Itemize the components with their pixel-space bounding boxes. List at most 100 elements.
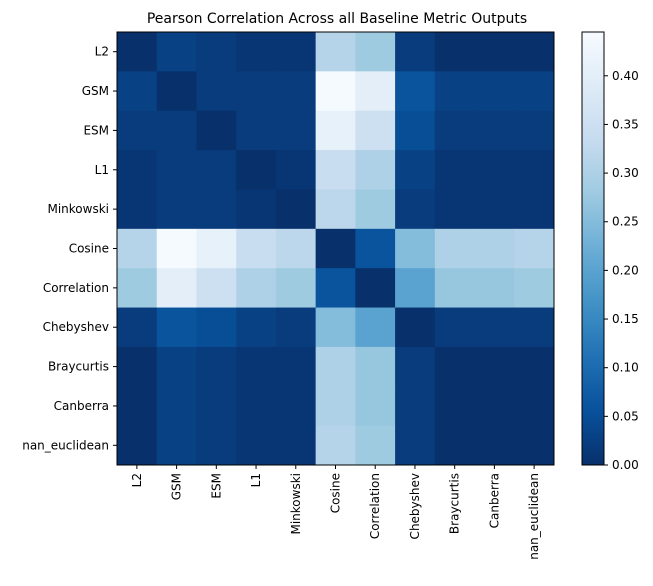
heatmap-cell [236, 189, 277, 230]
heatmap-cell [236, 268, 277, 309]
heatmap-cell [156, 228, 197, 269]
heatmap-cell [355, 307, 396, 348]
y-tick-label: L2 [95, 45, 109, 59]
x-tick-label: Chebyshev [408, 473, 422, 539]
heatmap-cell [434, 268, 476, 309]
colorbar-tick-label: 0.35 [612, 117, 639, 131]
heatmap-cell [355, 150, 396, 190]
x-tick-label: L1 [249, 473, 263, 487]
heatmap-cell [156, 268, 197, 309]
heatmap-cell [275, 268, 317, 309]
heatmap-cell [395, 189, 436, 230]
heatmap-cell [117, 189, 158, 230]
heatmap-cell [156, 110, 197, 151]
heatmap-cells [117, 32, 555, 466]
heatmap-cell [117, 307, 158, 348]
heatmap-cell [355, 228, 396, 269]
heatmap-cell [156, 150, 197, 190]
x-tick-label: Canberra [487, 473, 501, 528]
heatmap-cell [117, 71, 158, 112]
heatmap-cell [434, 228, 476, 269]
heatmap-cell [117, 32, 158, 72]
y-tick-label: L1 [95, 163, 109, 177]
heatmap-cell [395, 307, 436, 348]
heatmap-cell [315, 425, 356, 466]
heatmap-cell [236, 346, 277, 387]
heatmap-cell [315, 32, 356, 72]
heatmap-cell [474, 32, 515, 72]
y-axis: L2 GSM ESM L1 Minkowski Cosine Correlation Cheb… [22, 45, 117, 452]
heatmap-cell [434, 386, 476, 427]
x-tick-label: L2 [130, 473, 144, 487]
heatmap-cell [236, 425, 277, 466]
heatmap-cell [196, 268, 237, 309]
heatmap-cell [514, 150, 555, 190]
heatmap-cell [434, 189, 476, 230]
heatmap-cell [315, 110, 356, 151]
heatmap-cell [395, 386, 436, 427]
y-tick-label: Minkowski [47, 202, 109, 216]
heatmap-cell [434, 150, 476, 190]
heatmap-cell [236, 32, 277, 72]
heatmap-cell [236, 228, 277, 269]
heatmap-cell [514, 189, 555, 230]
heatmap-cell [315, 150, 356, 190]
x-tick-label: GSM [170, 473, 184, 500]
heatmap-cell [196, 32, 237, 72]
heatmap-cell [275, 346, 317, 387]
heatmap-cell [236, 150, 277, 190]
heatmap-cell [315, 346, 356, 387]
heatmap-cell [275, 307, 317, 348]
heatmap-cell [514, 425, 555, 466]
heatmap-cell [275, 386, 317, 427]
heatmap-cell [514, 110, 555, 151]
heatmap-cell [474, 110, 515, 151]
y-tick-label: GSM [82, 84, 109, 98]
colorbar-tick-label: 0.25 [612, 215, 639, 229]
heatmap-cell [275, 228, 317, 269]
x-tick-label: Correlation [368, 473, 382, 539]
colorbar-gradient [582, 32, 604, 465]
heatmap-cell [315, 189, 356, 230]
heatmap-cell [156, 71, 197, 112]
heatmap-cell [275, 71, 317, 112]
y-tick-label: Chebyshev [43, 320, 109, 334]
colorbar-tick-label: 0.40 [612, 69, 639, 83]
heatmap-cell [514, 228, 555, 269]
heatmap-cell [434, 110, 476, 151]
heatmap-cell [395, 32, 436, 72]
heatmap-cell [434, 425, 476, 466]
heatmap-cell [355, 386, 396, 427]
heatmap-cell [395, 425, 436, 466]
heatmap-cell [315, 268, 356, 309]
heatmap-cell [315, 228, 356, 269]
x-tick-label: ESM [209, 473, 223, 499]
heatmap-cell [395, 268, 436, 309]
heatmap-cell [236, 71, 277, 112]
y-tick-label: Canberra [54, 399, 109, 413]
heatmap-cell [196, 110, 237, 151]
heatmap-cell [196, 189, 237, 230]
x-tick-label: nan_euclidean [527, 473, 541, 560]
heatmap-cell [275, 189, 317, 230]
heatmap-cell [156, 346, 197, 387]
colorbar-frame [581, 31, 605, 466]
heatmap-cell [156, 189, 197, 230]
heatmap-cell [514, 346, 555, 387]
heatmap-cell [474, 71, 515, 112]
y-tick-label: nan_euclidean [22, 438, 109, 452]
heatmap-cell [355, 32, 396, 72]
heatmap-cell [236, 386, 277, 427]
heatmap-cell [514, 386, 555, 427]
heatmap-cell [196, 71, 237, 112]
heatmap-cell [355, 189, 396, 230]
heatmap-cell [474, 386, 515, 427]
colorbar-tick-label: 0.00 [612, 458, 639, 472]
heatmap-cell [275, 32, 317, 72]
heatmap-cell [355, 425, 396, 466]
heatmap-cell [434, 346, 476, 387]
x-tick-label: Cosine [329, 473, 343, 513]
heatmap-cell [196, 228, 237, 269]
x-tick-label: Braycurtis [448, 473, 462, 534]
